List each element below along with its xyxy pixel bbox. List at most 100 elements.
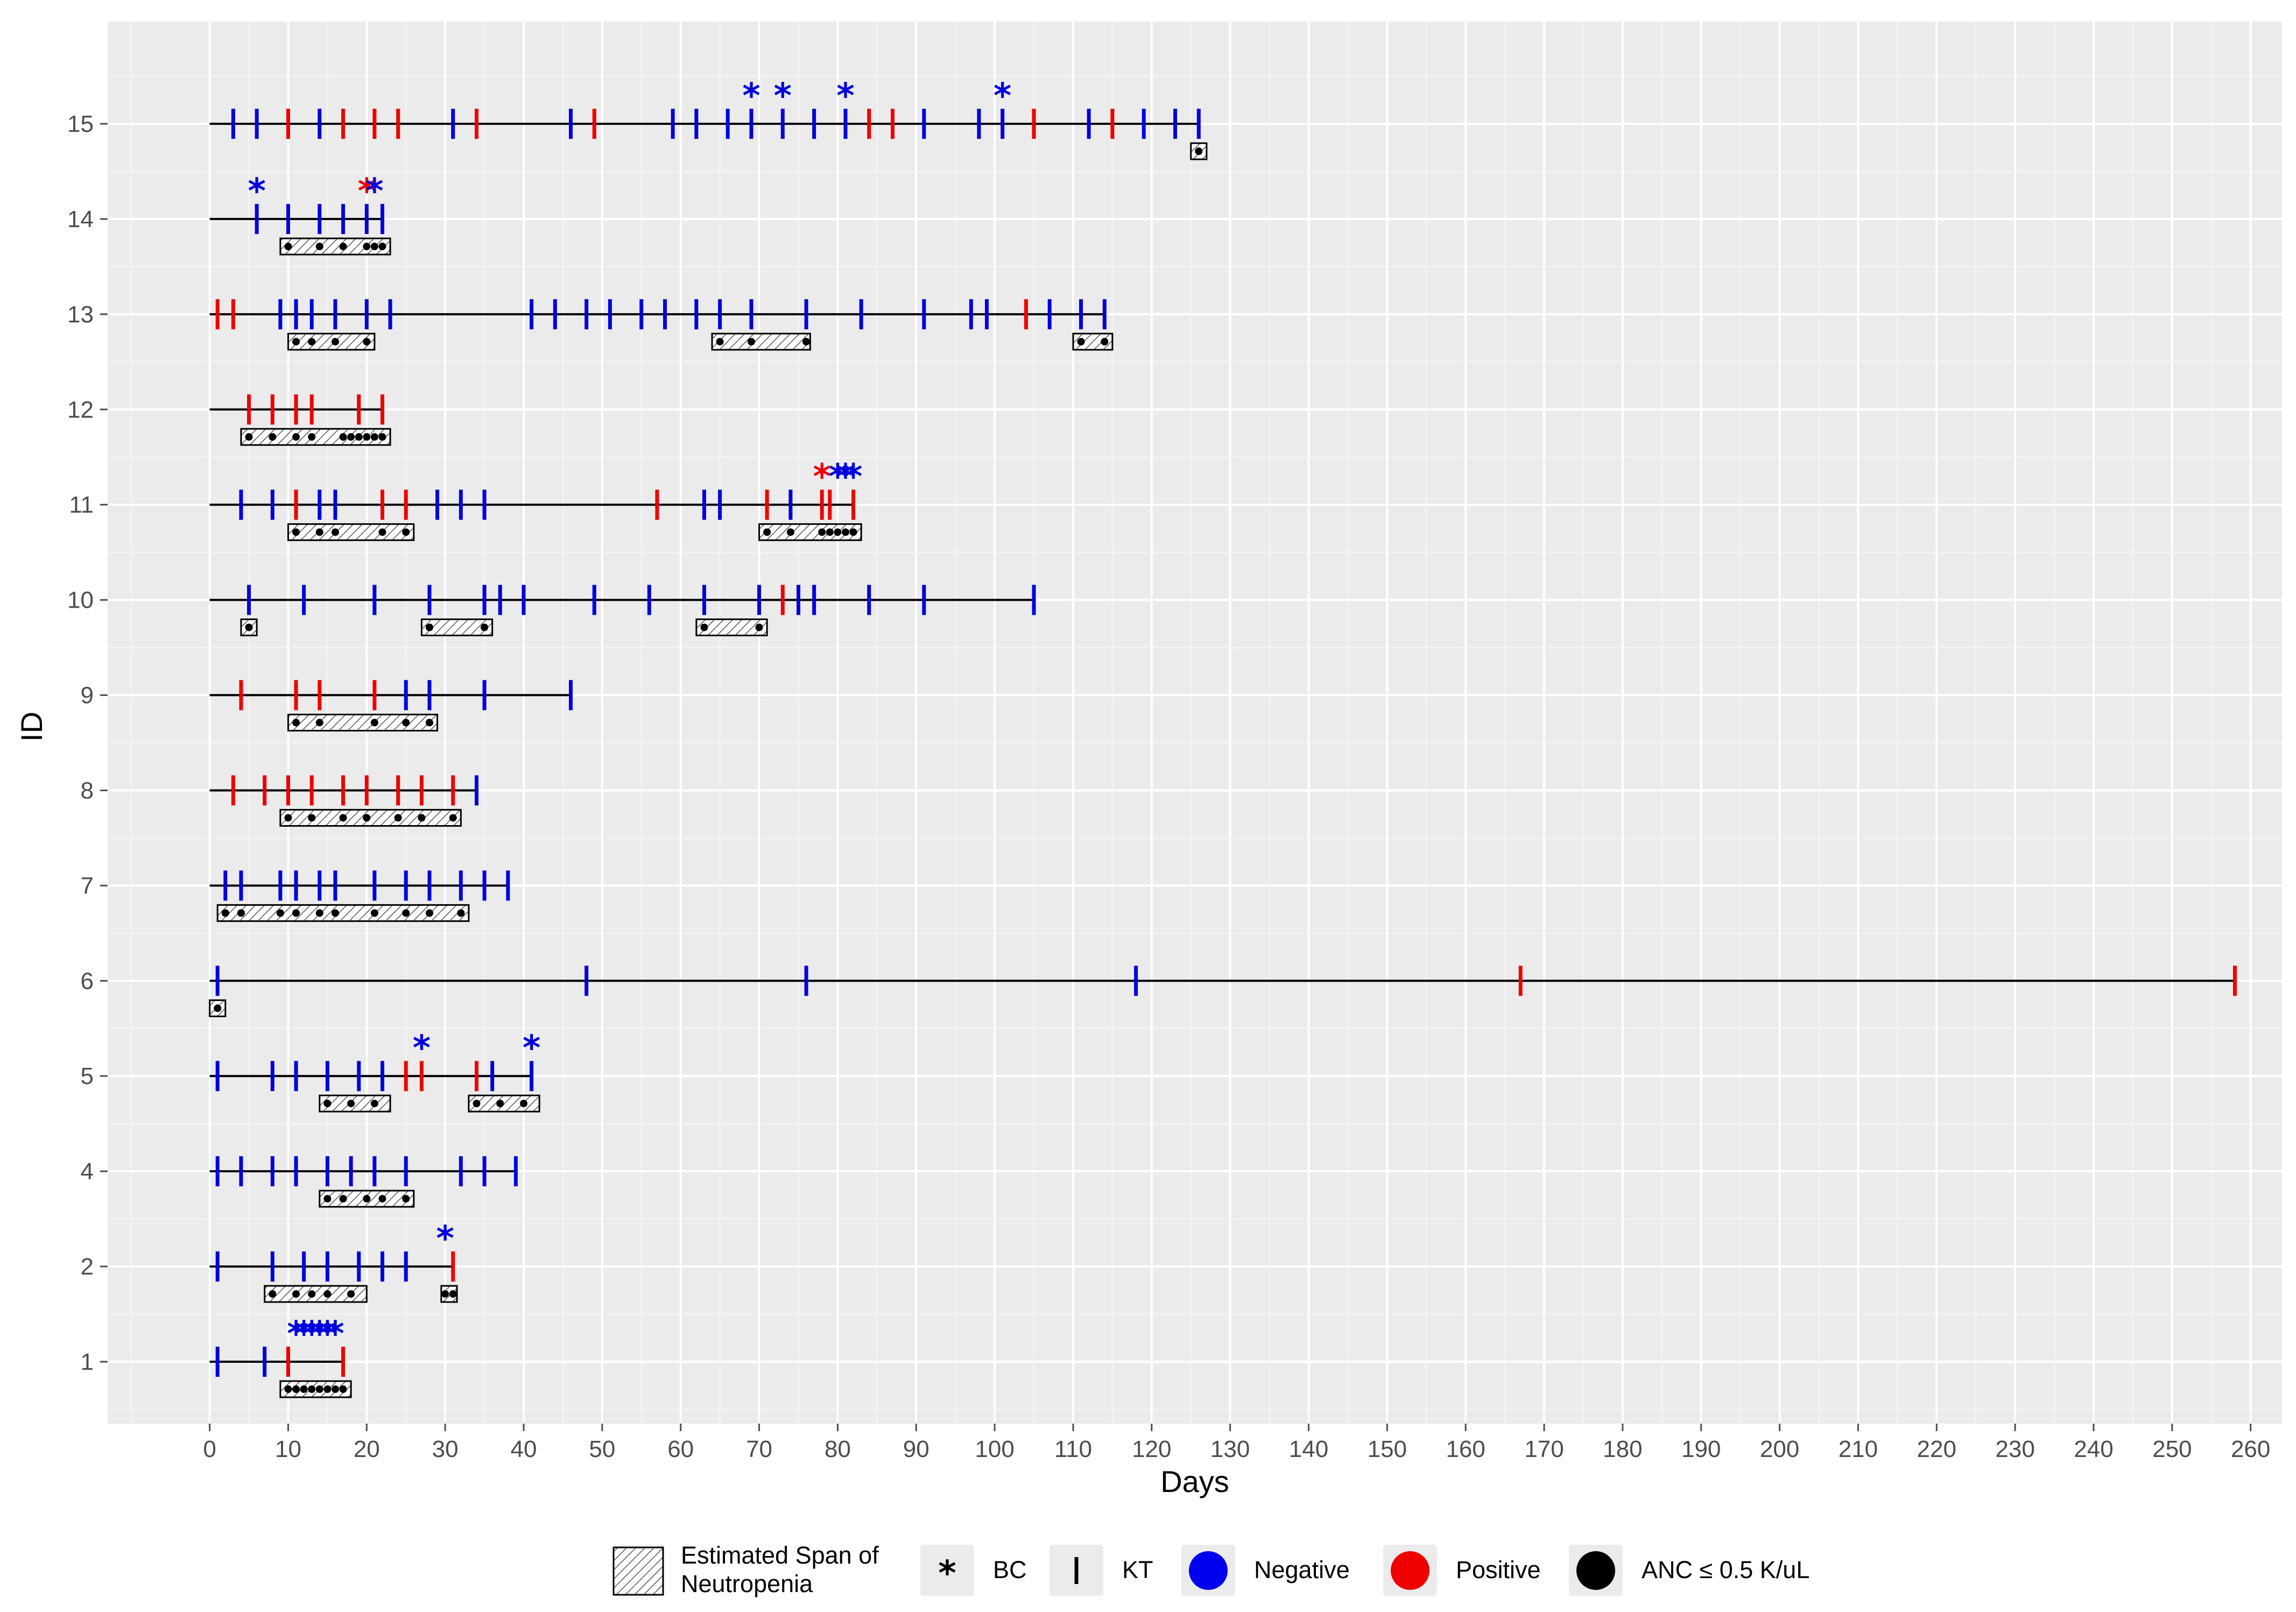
- anc-dot: [1195, 147, 1203, 155]
- anc-dot: [425, 909, 433, 917]
- legend-anc-label: ANC ≤ 0.5 K/uL: [1642, 1556, 1809, 1583]
- y-tick-label: 8: [81, 777, 94, 804]
- legend-neutropenia-label-line2: Neutropenia: [681, 1570, 813, 1597]
- anc-dot: [418, 814, 426, 822]
- x-tick-label: 190: [1681, 1436, 1721, 1462]
- patient-row-10: [209, 585, 1036, 637]
- anc-dot: [378, 1195, 386, 1203]
- anc-dot: [834, 528, 842, 536]
- y-tick-label: 1: [81, 1349, 94, 1375]
- bc-star: *: [844, 457, 862, 497]
- patient-row-8: [209, 775, 478, 827]
- neutropenia-span: [287, 333, 376, 351]
- anc-dot: [292, 1385, 300, 1393]
- anc-dot: [457, 909, 465, 917]
- x-tick-label: 100: [975, 1436, 1014, 1462]
- neutropenia-span: [279, 808, 462, 827]
- bc-star: *: [302, 1314, 320, 1354]
- anc-dot: [370, 909, 378, 917]
- anc-dot: [315, 528, 323, 536]
- x-tick-label: 180: [1603, 1436, 1642, 1462]
- x-tick-label: 260: [2231, 1436, 2270, 1462]
- bc-star: *: [295, 1314, 313, 1354]
- anc-dot: [315, 909, 323, 917]
- anc-dot: [331, 909, 339, 917]
- x-tick-label: 0: [203, 1436, 216, 1462]
- anc-dot: [269, 433, 277, 441]
- anc-dot: [308, 814, 316, 822]
- anc-dot: [245, 433, 253, 441]
- anc-dot: [355, 433, 363, 441]
- patient-row-9: [209, 680, 573, 732]
- x-tick-label: 210: [1839, 1436, 1878, 1462]
- x-tick-label: 240: [2074, 1436, 2113, 1462]
- anc-dot: [237, 909, 245, 917]
- anc-dot: [363, 337, 371, 346]
- patient-row-4: [209, 1156, 518, 1208]
- anc-dot: [292, 1290, 300, 1298]
- y-tick-label: 2: [81, 1254, 94, 1280]
- bc-star: *: [319, 1314, 336, 1354]
- anc-dot: [245, 623, 253, 631]
- bc-star: *: [436, 1219, 454, 1259]
- x-tick-label: 170: [1524, 1436, 1563, 1462]
- bc-star: *: [311, 1314, 328, 1354]
- axes: 0 10 20 30 40 50 60 70 80 90 100 110 120 130 140 150 160…: [67, 111, 2270, 1462]
- anc-dot: [363, 242, 371, 250]
- anc-dot: [802, 337, 811, 346]
- anc-dot: [370, 719, 378, 727]
- neutropenia-span: [1190, 142, 1208, 160]
- anc-dot: [315, 719, 323, 727]
- anc-dot: [339, 814, 347, 822]
- anc-dot: [339, 242, 347, 250]
- y-tick-label: 5: [81, 1063, 94, 1089]
- legend-bc-symbol: *: [938, 1554, 956, 1594]
- anc-dot: [339, 433, 347, 441]
- x-tick-label: 30: [432, 1436, 459, 1462]
- x-tick-label: 10: [275, 1436, 301, 1462]
- patient-row-11: ****: [209, 457, 862, 541]
- anc-dot: [747, 337, 755, 346]
- patient-row-6: [209, 966, 2237, 1017]
- neutropenia-span: [279, 1380, 352, 1398]
- bc-star: *: [326, 1314, 344, 1354]
- patient-row-13: [209, 299, 1114, 351]
- anc-dot: [449, 814, 457, 822]
- legend-bc-key: [920, 1545, 974, 1596]
- anc-dot: [700, 623, 708, 631]
- patient-series: ******** ****** *** * * *: [209, 76, 2237, 1398]
- legend-negative-label: Negative: [1254, 1556, 1350, 1583]
- anc-dot: [425, 623, 433, 631]
- anc-dot: [347, 1100, 355, 1108]
- neutropenia-span: [695, 618, 768, 637]
- neutropenia-span: [711, 333, 811, 351]
- anc-dot: [441, 1290, 449, 1298]
- patient-row-7: [209, 870, 510, 922]
- patient-row-15: * * * *: [209, 76, 1208, 160]
- anc-dot: [716, 337, 724, 346]
- anc-dot: [370, 433, 378, 441]
- anc-dot: [826, 528, 834, 536]
- anc-dot: [300, 1385, 308, 1393]
- anc-dot: [214, 1004, 222, 1012]
- anc-dot: [378, 528, 386, 536]
- neutropenia-span: [287, 714, 439, 732]
- x-tick-label: 120: [1132, 1436, 1171, 1462]
- anc-dot: [292, 719, 300, 727]
- anc-dot: [323, 1385, 332, 1393]
- legend-neutropenia-label-line1: Estimated Span of: [681, 1541, 879, 1569]
- anc-dot: [402, 528, 410, 536]
- y-tick-label: 6: [81, 968, 94, 994]
- patient-row-1: ******: [209, 1314, 352, 1398]
- plot-panel: [108, 22, 2282, 1424]
- y-tick-label: 13: [67, 301, 94, 328]
- anc-dot: [378, 433, 386, 441]
- bc-star: *: [287, 1314, 305, 1354]
- x-tick-label: 70: [746, 1436, 772, 1462]
- anc-dot: [331, 528, 339, 536]
- anc-dot: [481, 623, 489, 631]
- y-axis-title: ID: [15, 712, 48, 742]
- anc-dot: [292, 528, 300, 536]
- anc-dot: [308, 337, 316, 346]
- anc-dot: [402, 909, 410, 917]
